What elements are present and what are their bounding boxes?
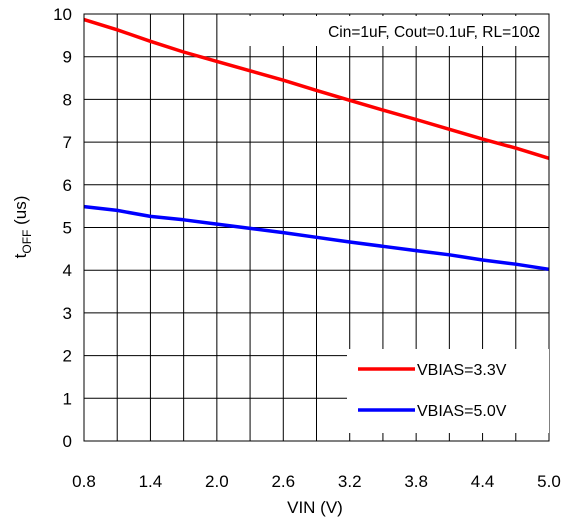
y-tick-labels: 0 1 2 3 4 5 6 7 8 9 10	[53, 5, 72, 451]
x-tick-label: 2.0	[205, 472, 229, 491]
x-tick-label: 4.4	[471, 472, 495, 491]
y-tick-label: 4	[63, 261, 72, 280]
y-axis-title-main: t	[11, 253, 30, 258]
y-tick-label: 10	[53, 5, 72, 24]
x-tick-labels: 0.8 1.4 2.0 2.6 3.2 3.8 4.4 5.0	[72, 472, 561, 491]
x-tick-label: 3.8	[404, 472, 428, 491]
annotation-text: Cin=1uF, Cout=0.1uF, RL=10Ω	[328, 24, 540, 41]
y-tick-label: 0	[63, 432, 72, 451]
y-axis-title-unit: (us)	[11, 196, 30, 230]
y-axis-title: tOFF (us)	[11, 196, 34, 259]
legend-label: VBIAS=3.3V	[417, 362, 507, 379]
series-line-2	[83, 204, 550, 272]
y-tick-label: 2	[63, 347, 72, 366]
x-tick-label: 5.0	[537, 472, 561, 491]
y-tick-label: 3	[63, 304, 72, 323]
y-tick-label: 8	[63, 90, 72, 109]
series-line-1	[83, 17, 550, 160]
y-tick-label: 5	[63, 219, 72, 238]
x-axis-title: VIN (V)	[287, 498, 343, 517]
y-tick-label: 7	[63, 133, 72, 152]
series-group	[83, 17, 550, 272]
x-tick-label: 3.2	[338, 472, 362, 491]
x-tick-label: 1.4	[139, 472, 163, 491]
x-tick-label: 0.8	[72, 472, 96, 491]
x-tick-label: 2.6	[271, 472, 295, 491]
legend: VBIAS=3.3V VBIAS=5.0V	[347, 349, 549, 433]
y-tick-label: 9	[63, 48, 72, 67]
y-tick-label: 1	[63, 389, 72, 408]
y-axis-title-subscript: OFF	[20, 230, 34, 254]
legend-label: VBIAS=5.0V	[417, 403, 507, 420]
y-tick-label: 6	[63, 176, 72, 195]
plot-area-frame	[83, 13, 550, 442]
annotation-box: Cin=1uF, Cout=0.1uF, RL=10Ω	[225, 16, 547, 46]
